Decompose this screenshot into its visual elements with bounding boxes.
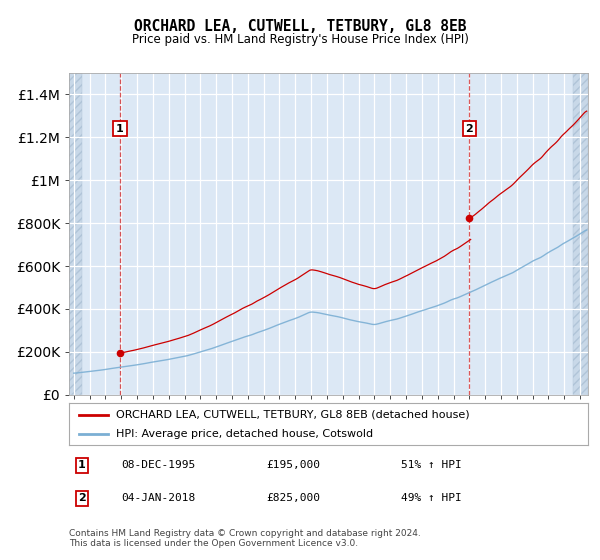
Text: £195,000: £195,000 — [266, 460, 320, 470]
Bar — [66, 73, 82, 395]
Text: ORCHARD LEA, CUTWELL, TETBURY, GL8 8EB (detached house): ORCHARD LEA, CUTWELL, TETBURY, GL8 8EB (… — [116, 409, 469, 419]
Text: ORCHARD LEA, CUTWELL, TETBURY, GL8 8EB: ORCHARD LEA, CUTWELL, TETBURY, GL8 8EB — [134, 20, 466, 34]
Text: HPI: Average price, detached house, Cotswold: HPI: Average price, detached house, Cots… — [116, 429, 373, 439]
Text: 1: 1 — [78, 460, 86, 470]
Text: Contains HM Land Registry data © Crown copyright and database right 2024.
This d: Contains HM Land Registry data © Crown c… — [69, 529, 421, 548]
Text: 49% ↑ HPI: 49% ↑ HPI — [401, 493, 462, 503]
Bar — [574, 73, 588, 395]
Text: 08-DEC-1995: 08-DEC-1995 — [121, 460, 195, 470]
Text: 04-JAN-2018: 04-JAN-2018 — [121, 493, 195, 503]
Text: 1: 1 — [116, 124, 124, 134]
Text: 2: 2 — [78, 493, 86, 503]
Text: £825,000: £825,000 — [266, 493, 320, 503]
Text: 2: 2 — [466, 124, 473, 134]
Text: Price paid vs. HM Land Registry's House Price Index (HPI): Price paid vs. HM Land Registry's House … — [131, 32, 469, 46]
Text: 51% ↑ HPI: 51% ↑ HPI — [401, 460, 462, 470]
